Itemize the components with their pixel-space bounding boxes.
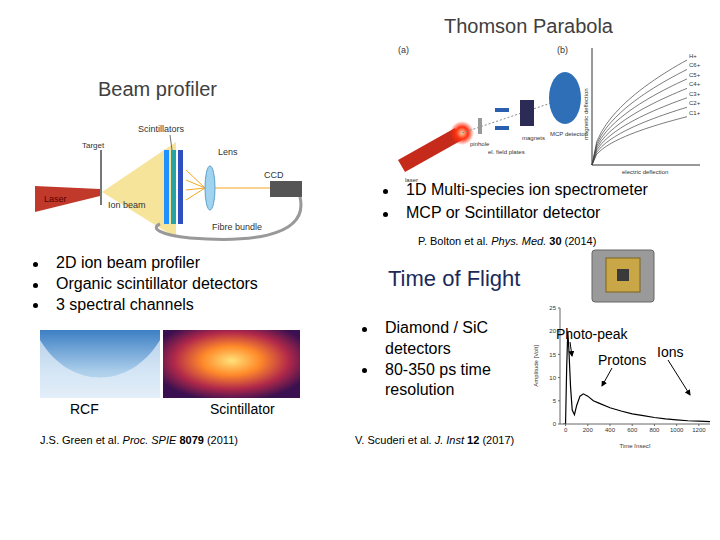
svg-text:H+: H+	[689, 53, 697, 59]
svg-text:20: 20	[549, 328, 556, 334]
svg-text:200: 200	[583, 427, 594, 433]
svg-text:0: 0	[553, 421, 557, 427]
svg-text:(b): (b)	[557, 45, 568, 55]
svg-text:C4+: C4+	[689, 81, 701, 87]
svg-text:0: 0	[564, 427, 568, 433]
svg-text:Laser: Laser	[44, 194, 67, 204]
svg-text:Target: Target	[82, 141, 105, 150]
svg-text:400: 400	[605, 427, 616, 433]
svg-text:C3+: C3+	[689, 91, 701, 97]
svg-text:5: 5	[553, 398, 557, 404]
svg-text:Amplitude [Volt]: Amplitude [Volt]	[533, 345, 539, 387]
svg-text:MCP detector: MCP detector	[550, 131, 587, 137]
svg-text:10: 10	[549, 375, 556, 381]
svg-text:Time [nsec]: Time [nsec]	[620, 443, 651, 448]
svg-text:magnets: magnets	[522, 135, 545, 141]
svg-text:C1+: C1+	[689, 110, 701, 116]
svg-text:C5+: C5+	[689, 72, 701, 78]
svg-text:magnetic deflection: magnetic deflection	[583, 88, 589, 140]
svg-text:600: 600	[627, 427, 638, 433]
svg-text:C2+: C2+	[689, 100, 701, 106]
svg-text:pinhole: pinhole	[470, 141, 490, 147]
svg-text:1200: 1200	[692, 427, 706, 433]
svg-text:CCD: CCD	[264, 170, 284, 180]
svg-text:25: 25	[549, 305, 556, 311]
svg-text:Scintillators: Scintillators	[138, 124, 185, 134]
svg-text:15: 15	[549, 352, 556, 358]
svg-text:Fibre bundle: Fibre bundle	[212, 222, 262, 232]
svg-text:(a): (a)	[398, 45, 409, 55]
svg-text:C6+: C6+	[689, 62, 701, 68]
svg-text:Lens: Lens	[218, 147, 238, 157]
svg-text:el. field plates: el. field plates	[488, 149, 525, 155]
svg-text:electric deflection: electric deflection	[622, 169, 668, 175]
svg-text:800: 800	[649, 427, 660, 433]
svg-text:Ion beam: Ion beam	[108, 200, 146, 210]
svg-text:1000: 1000	[670, 427, 684, 433]
